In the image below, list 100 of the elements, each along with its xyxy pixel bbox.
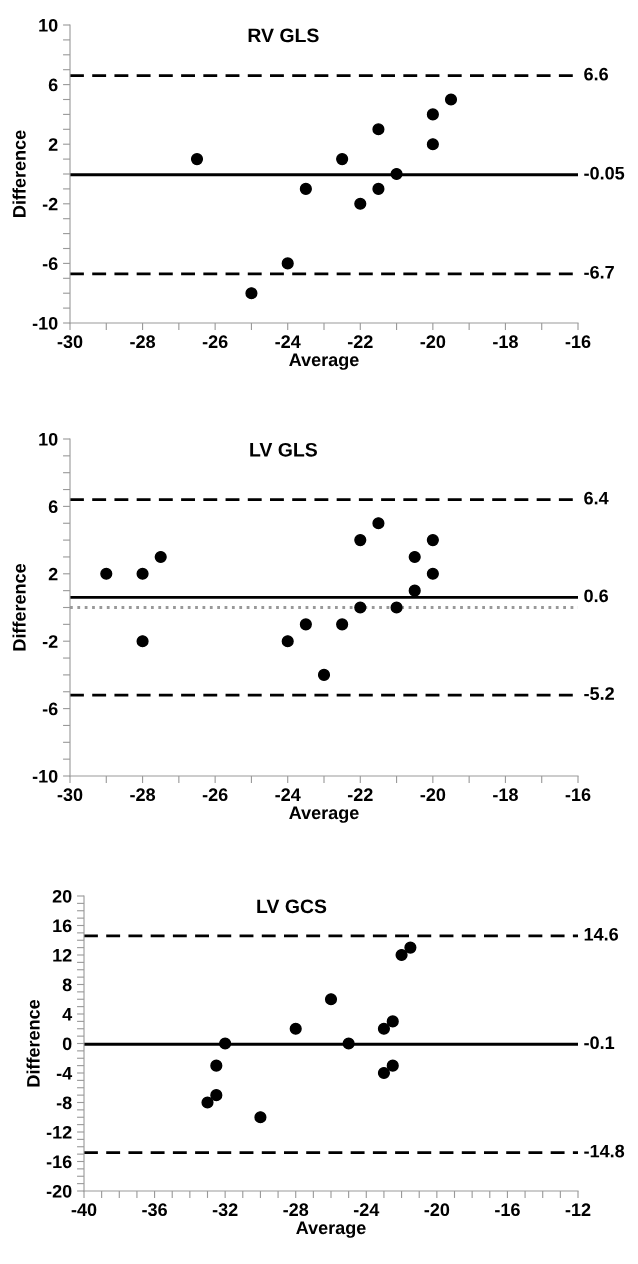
x-tick-label: -24 [275, 335, 301, 348]
x-tick-label: -36 [142, 1203, 167, 1217]
y-tick-label: 10 [39, 18, 58, 32]
ref-line-label: 6.4 [584, 491, 609, 505]
x-tick-label: -30 [57, 335, 83, 349]
x-tick-label: -18 [493, 788, 518, 802]
point [254, 1111, 267, 1124]
point [299, 618, 312, 631]
point [219, 1037, 232, 1050]
x-tick-label: -28 [283, 1203, 309, 1217]
point [289, 1022, 302, 1035]
point [372, 123, 385, 136]
point [245, 287, 258, 300]
y-tick-label: -12 [46, 1125, 72, 1139]
y-tick-label: 8 [62, 978, 72, 992]
x-tick-label: -22 [347, 788, 373, 801]
x-tick-label: -40 [71, 1203, 97, 1217]
y-tick-label: -6 [42, 257, 58, 271]
point [336, 153, 349, 166]
y-tick-label: -10 [32, 769, 58, 783]
y-tick-label: -20 [46, 1184, 72, 1198]
ref-line-label: -0.05 [584, 166, 625, 180]
x-tick-label: -28 [130, 788, 156, 802]
point [136, 567, 149, 580]
point [354, 197, 367, 210]
point [404, 941, 417, 954]
y-tick-label: 4 [62, 1008, 73, 1021]
y-tick-label: 10 [39, 432, 58, 446]
y-tick-label: -2 [42, 197, 58, 211]
point [281, 635, 294, 648]
y-tick-label: -6 [42, 702, 58, 716]
x-tick-label: -32 [212, 1203, 238, 1217]
point [444, 93, 458, 106]
x-tick-label: -20 [420, 788, 446, 802]
point [299, 182, 312, 195]
x-axis-title: Average [289, 353, 359, 370]
y-axis-title: Difference [12, 563, 26, 651]
point [354, 601, 367, 614]
point [426, 138, 439, 151]
x-axis-title: Average [296, 1221, 366, 1238]
point [210, 1089, 223, 1102]
point [342, 1037, 355, 1050]
point [390, 167, 403, 181]
ref-line-label: 0.6 [584, 589, 608, 603]
ref-line-label: -14.8 [584, 1144, 625, 1158]
point [190, 153, 204, 166]
y-tick-label: -8 [56, 1096, 72, 1110]
chart-title: RV GLS [248, 28, 319, 43]
point [317, 668, 331, 681]
x-tick-label: -26 [202, 788, 228, 802]
x-tick-label: -24 [275, 788, 301, 801]
x-tick-label: -12 [565, 1203, 591, 1216]
point [426, 534, 439, 547]
y-tick-label: 0 [62, 1037, 72, 1051]
x-tick-label: -20 [420, 335, 446, 349]
point [372, 182, 385, 195]
point [386, 1015, 399, 1028]
chart-title: LV GCS [257, 899, 327, 914]
y-tick-label: -4 [56, 1067, 73, 1080]
point [377, 1066, 391, 1080]
x-tick-label: -26 [202, 335, 228, 349]
y-tick-label: -16 [46, 1155, 72, 1169]
ref-line-label: 14.6 [584, 927, 619, 941]
point [324, 993, 338, 1006]
point [336, 618, 349, 631]
ref-line-label: 6.6 [584, 67, 608, 81]
point [100, 567, 113, 580]
y-tick-label: 6 [48, 78, 58, 92]
x-tick-label: -28 [130, 335, 156, 349]
point [426, 108, 439, 121]
point [281, 257, 294, 270]
x-tick-label: -20 [424, 1203, 450, 1217]
point [201, 1096, 214, 1109]
y-axis-title: Difference [26, 999, 40, 1087]
y-tick-label: 6 [48, 500, 58, 514]
ref-line-label: -5.2 [584, 687, 614, 700]
y-tick-label: -2 [42, 635, 58, 648]
x-tick-label: -18 [493, 335, 518, 349]
point [395, 948, 408, 962]
x-tick-label: -30 [57, 788, 83, 802]
point [408, 584, 421, 597]
y-tick-label: -10 [32, 316, 58, 330]
y-tick-label: 2 [48, 567, 58, 581]
y-tick-label: 2 [48, 138, 58, 151]
point [426, 567, 439, 580]
ref-line-label: -0.1 [584, 1036, 615, 1050]
y-axis-title: Difference [12, 130, 26, 217]
x-axis-title: Average [289, 806, 359, 823]
ref-line-label: -6.7 [584, 265, 614, 279]
x-tick-label: -16 [495, 1203, 520, 1217]
point [136, 635, 149, 648]
point [354, 534, 367, 547]
x-tick-label: -16 [565, 788, 591, 802]
point [386, 1059, 399, 1072]
x-tick-label: -16 [565, 335, 591, 349]
y-tick-label: 16 [53, 919, 72, 933]
point [377, 1022, 391, 1035]
x-tick-label: -22 [347, 335, 373, 348]
y-tick-label: 20 [52, 889, 72, 903]
point [372, 517, 385, 530]
